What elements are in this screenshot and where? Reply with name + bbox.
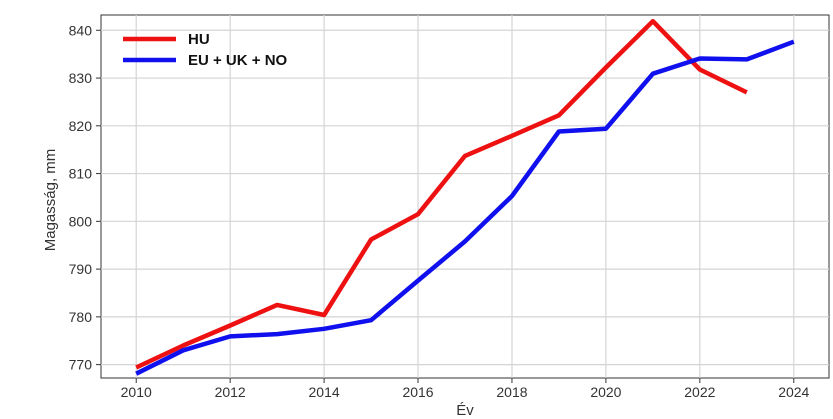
legend: HU EU + UK + NO [123, 31, 288, 69]
axes: 2010 2012 2014 2016 2018 2020 2022 2024 770 780 79… [69, 22, 810, 400]
legend-label-0: HU [188, 31, 210, 48]
y-tick-label: 790 [69, 261, 93, 277]
y-tick-label: 800 [69, 213, 93, 229]
y-tick-label: 770 [69, 357, 93, 373]
series-line-0 [135, 18, 748, 370]
x-tick-label: 2012 [215, 384, 246, 400]
x-tick-label: 2016 [402, 384, 433, 400]
y-axis-title: Magasság, mm [42, 149, 59, 252]
legend-label-1: EU + UK + NO [188, 52, 288, 69]
x-axis-title: Év [456, 402, 474, 419]
x-tick-label: 2022 [684, 384, 715, 400]
grid-lines [101, 15, 829, 378]
x-tick-label: 2024 [778, 384, 809, 400]
plot-panel [100, 14, 830, 379]
x-tick-label: 2010 [121, 384, 152, 400]
y-tick-label: 780 [69, 309, 93, 325]
series-line-1 [135, 39, 795, 376]
y-tick-label: 830 [69, 70, 93, 86]
x-tick-label: 2014 [309, 384, 340, 400]
y-tick-label: 840 [69, 22, 93, 38]
series-lines [135, 18, 795, 376]
x-tick-label: 2018 [496, 384, 527, 400]
y-tick-label: 810 [69, 166, 93, 182]
x-tick-label: 2020 [590, 384, 621, 400]
y-tick-label: 820 [69, 118, 93, 134]
